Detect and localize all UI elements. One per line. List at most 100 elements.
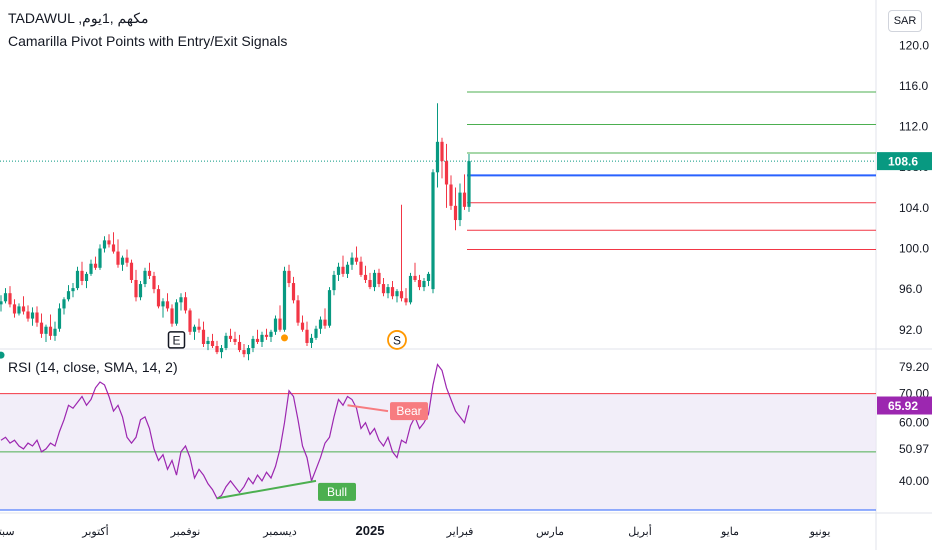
candle-body-19[interactable] bbox=[84, 273, 89, 281]
bear-divergence-tag[interactable] bbox=[390, 402, 428, 421]
candle-body-57[interactable] bbox=[255, 338, 260, 342]
candle-body-60[interactable] bbox=[269, 331, 273, 337]
candle-body-94[interactable] bbox=[422, 281, 426, 288]
candle-body-28[interactable] bbox=[125, 257, 129, 263]
candle-body-76[interactable] bbox=[341, 266, 345, 274]
candle-body-86[interactable] bbox=[386, 287, 390, 294]
candle-body-52[interactable] bbox=[233, 338, 237, 342]
candle-body-56[interactable] bbox=[251, 338, 255, 349]
candle-body-33[interactable] bbox=[147, 270, 152, 276]
candle-body-53[interactable] bbox=[237, 341, 242, 351]
candle-body-95[interactable] bbox=[426, 273, 431, 281]
candle-body-24[interactable] bbox=[107, 240, 111, 245]
candle-body-27[interactable] bbox=[120, 257, 125, 265]
signal-dot-0[interactable] bbox=[0, 351, 5, 359]
candle-body-81[interactable] bbox=[363, 274, 368, 280]
candle-body-6[interactable] bbox=[26, 311, 30, 319]
bull-divergence-tag[interactable] bbox=[318, 482, 356, 501]
candle-body-0[interactable] bbox=[0, 301, 3, 305]
candle-body-23[interactable] bbox=[102, 240, 107, 249]
candle-body-41[interactable] bbox=[183, 297, 188, 311]
candle-body-5[interactable] bbox=[21, 306, 26, 312]
candle-body-67[interactable] bbox=[300, 322, 305, 330]
candle-body-46[interactable] bbox=[206, 340, 210, 344]
candle-body-61[interactable] bbox=[273, 318, 278, 332]
candle-body-48[interactable] bbox=[215, 346, 219, 353]
candle-body-31[interactable] bbox=[138, 284, 143, 298]
candle-body-82[interactable] bbox=[368, 279, 372, 288]
candle-body-12[interactable] bbox=[53, 328, 57, 336]
symbol-line[interactable]: TADAWUL ,مكهم ,1يوم bbox=[8, 10, 149, 26]
candle-body-38[interactable] bbox=[170, 308, 174, 324]
candle-body-43[interactable] bbox=[192, 326, 197, 332]
candle-body-93[interactable] bbox=[417, 279, 422, 288]
candle-body-49[interactable] bbox=[219, 348, 224, 353]
candle-body-87[interactable] bbox=[390, 287, 395, 297]
candle-body-96[interactable] bbox=[431, 172, 435, 290]
candle-body-9[interactable] bbox=[39, 322, 44, 334]
candle-body-101[interactable] bbox=[453, 205, 458, 221]
candle-body-58[interactable] bbox=[260, 334, 264, 342]
candle-body-75[interactable] bbox=[336, 266, 341, 275]
candle-body-63[interactable] bbox=[282, 270, 287, 330]
candle-body-65[interactable] bbox=[291, 283, 296, 301]
candle-body-98[interactable] bbox=[440, 141, 444, 162]
candle-body-11[interactable] bbox=[48, 326, 53, 336]
candle-body-103[interactable] bbox=[462, 192, 467, 207]
candle-body-26[interactable] bbox=[116, 251, 120, 265]
candle-body-3[interactable] bbox=[12, 304, 17, 314]
candle-body-85[interactable] bbox=[381, 284, 386, 294]
candle-body-78[interactable] bbox=[350, 257, 354, 265]
candle-body-92[interactable] bbox=[413, 275, 417, 280]
candle-body-13[interactable] bbox=[57, 308, 62, 329]
candle-body-30[interactable] bbox=[134, 279, 138, 298]
last-price-tag[interactable] bbox=[877, 152, 932, 171]
candle-body-77[interactable] bbox=[345, 264, 350, 274]
signal-dot-1[interactable] bbox=[281, 334, 288, 342]
candle-body-74[interactable] bbox=[332, 274, 336, 291]
candle-body-99[interactable] bbox=[444, 161, 449, 185]
candle-body-42[interactable] bbox=[188, 310, 192, 332]
rsi-line[interactable] bbox=[0, 363, 470, 500]
candle-body-90[interactable] bbox=[404, 298, 408, 303]
candle-body-54[interactable] bbox=[242, 350, 246, 355]
candle-body-22[interactable] bbox=[98, 248, 102, 268]
exit-signal-circle[interactable] bbox=[387, 330, 407, 350]
candle-body-36[interactable] bbox=[161, 301, 165, 307]
candle-body-34[interactable] bbox=[152, 275, 156, 290]
candle-body-45[interactable] bbox=[201, 329, 206, 344]
candle-body-91[interactable] bbox=[408, 275, 413, 303]
candle-body-70[interactable] bbox=[314, 328, 318, 338]
candle-body-10[interactable] bbox=[44, 326, 48, 334]
candle-body-59[interactable] bbox=[264, 334, 269, 337]
candle-body-21[interactable] bbox=[93, 263, 98, 268]
candle-body-39[interactable] bbox=[174, 302, 179, 324]
candle-body-18[interactable] bbox=[80, 270, 84, 281]
candle-body-102[interactable] bbox=[458, 192, 462, 221]
candle-body-62[interactable] bbox=[278, 318, 282, 330]
candle-body-7[interactable] bbox=[30, 312, 35, 319]
candle-body-80[interactable] bbox=[359, 261, 363, 275]
candle-body-73[interactable] bbox=[327, 290, 332, 326]
candle-body-84[interactable] bbox=[377, 272, 381, 285]
candle-body-89[interactable] bbox=[399, 291, 404, 299]
candle-body-2[interactable] bbox=[8, 293, 12, 305]
candle-body-16[interactable] bbox=[71, 288, 75, 292]
rsi-value-tag[interactable] bbox=[877, 396, 932, 415]
candle-body-72[interactable] bbox=[323, 319, 327, 326]
currency-selector[interactable]: SAR bbox=[888, 10, 922, 32]
candle-body-97[interactable] bbox=[435, 141, 440, 173]
candle-body-50[interactable] bbox=[224, 335, 228, 349]
candle-body-44[interactable] bbox=[197, 326, 201, 330]
candle-body-14[interactable] bbox=[62, 299, 66, 309]
entry-signal-box[interactable] bbox=[167, 331, 186, 349]
candle-body-51[interactable] bbox=[228, 335, 233, 339]
candle-body-37[interactable] bbox=[165, 301, 170, 309]
candle-body-4[interactable] bbox=[17, 306, 21, 314]
candle-body-1[interactable] bbox=[3, 293, 8, 302]
candle-body-25[interactable] bbox=[111, 244, 116, 252]
candle-body-17[interactable] bbox=[75, 270, 80, 289]
rsi-title[interactable]: RSI (14, close, SMA, 14, 2) bbox=[8, 359, 178, 375]
candle-body-104[interactable] bbox=[467, 161, 471, 207]
